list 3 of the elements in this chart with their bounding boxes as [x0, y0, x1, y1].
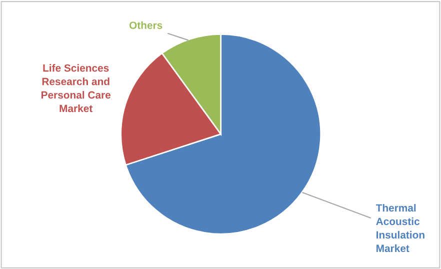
slice-label: Others	[129, 21, 162, 29]
slice-label: Thermal Acoustic Insulation Market	[376, 204, 424, 252]
slice-label: Life Sciences Research and Personal Care Market	[42, 64, 111, 112]
